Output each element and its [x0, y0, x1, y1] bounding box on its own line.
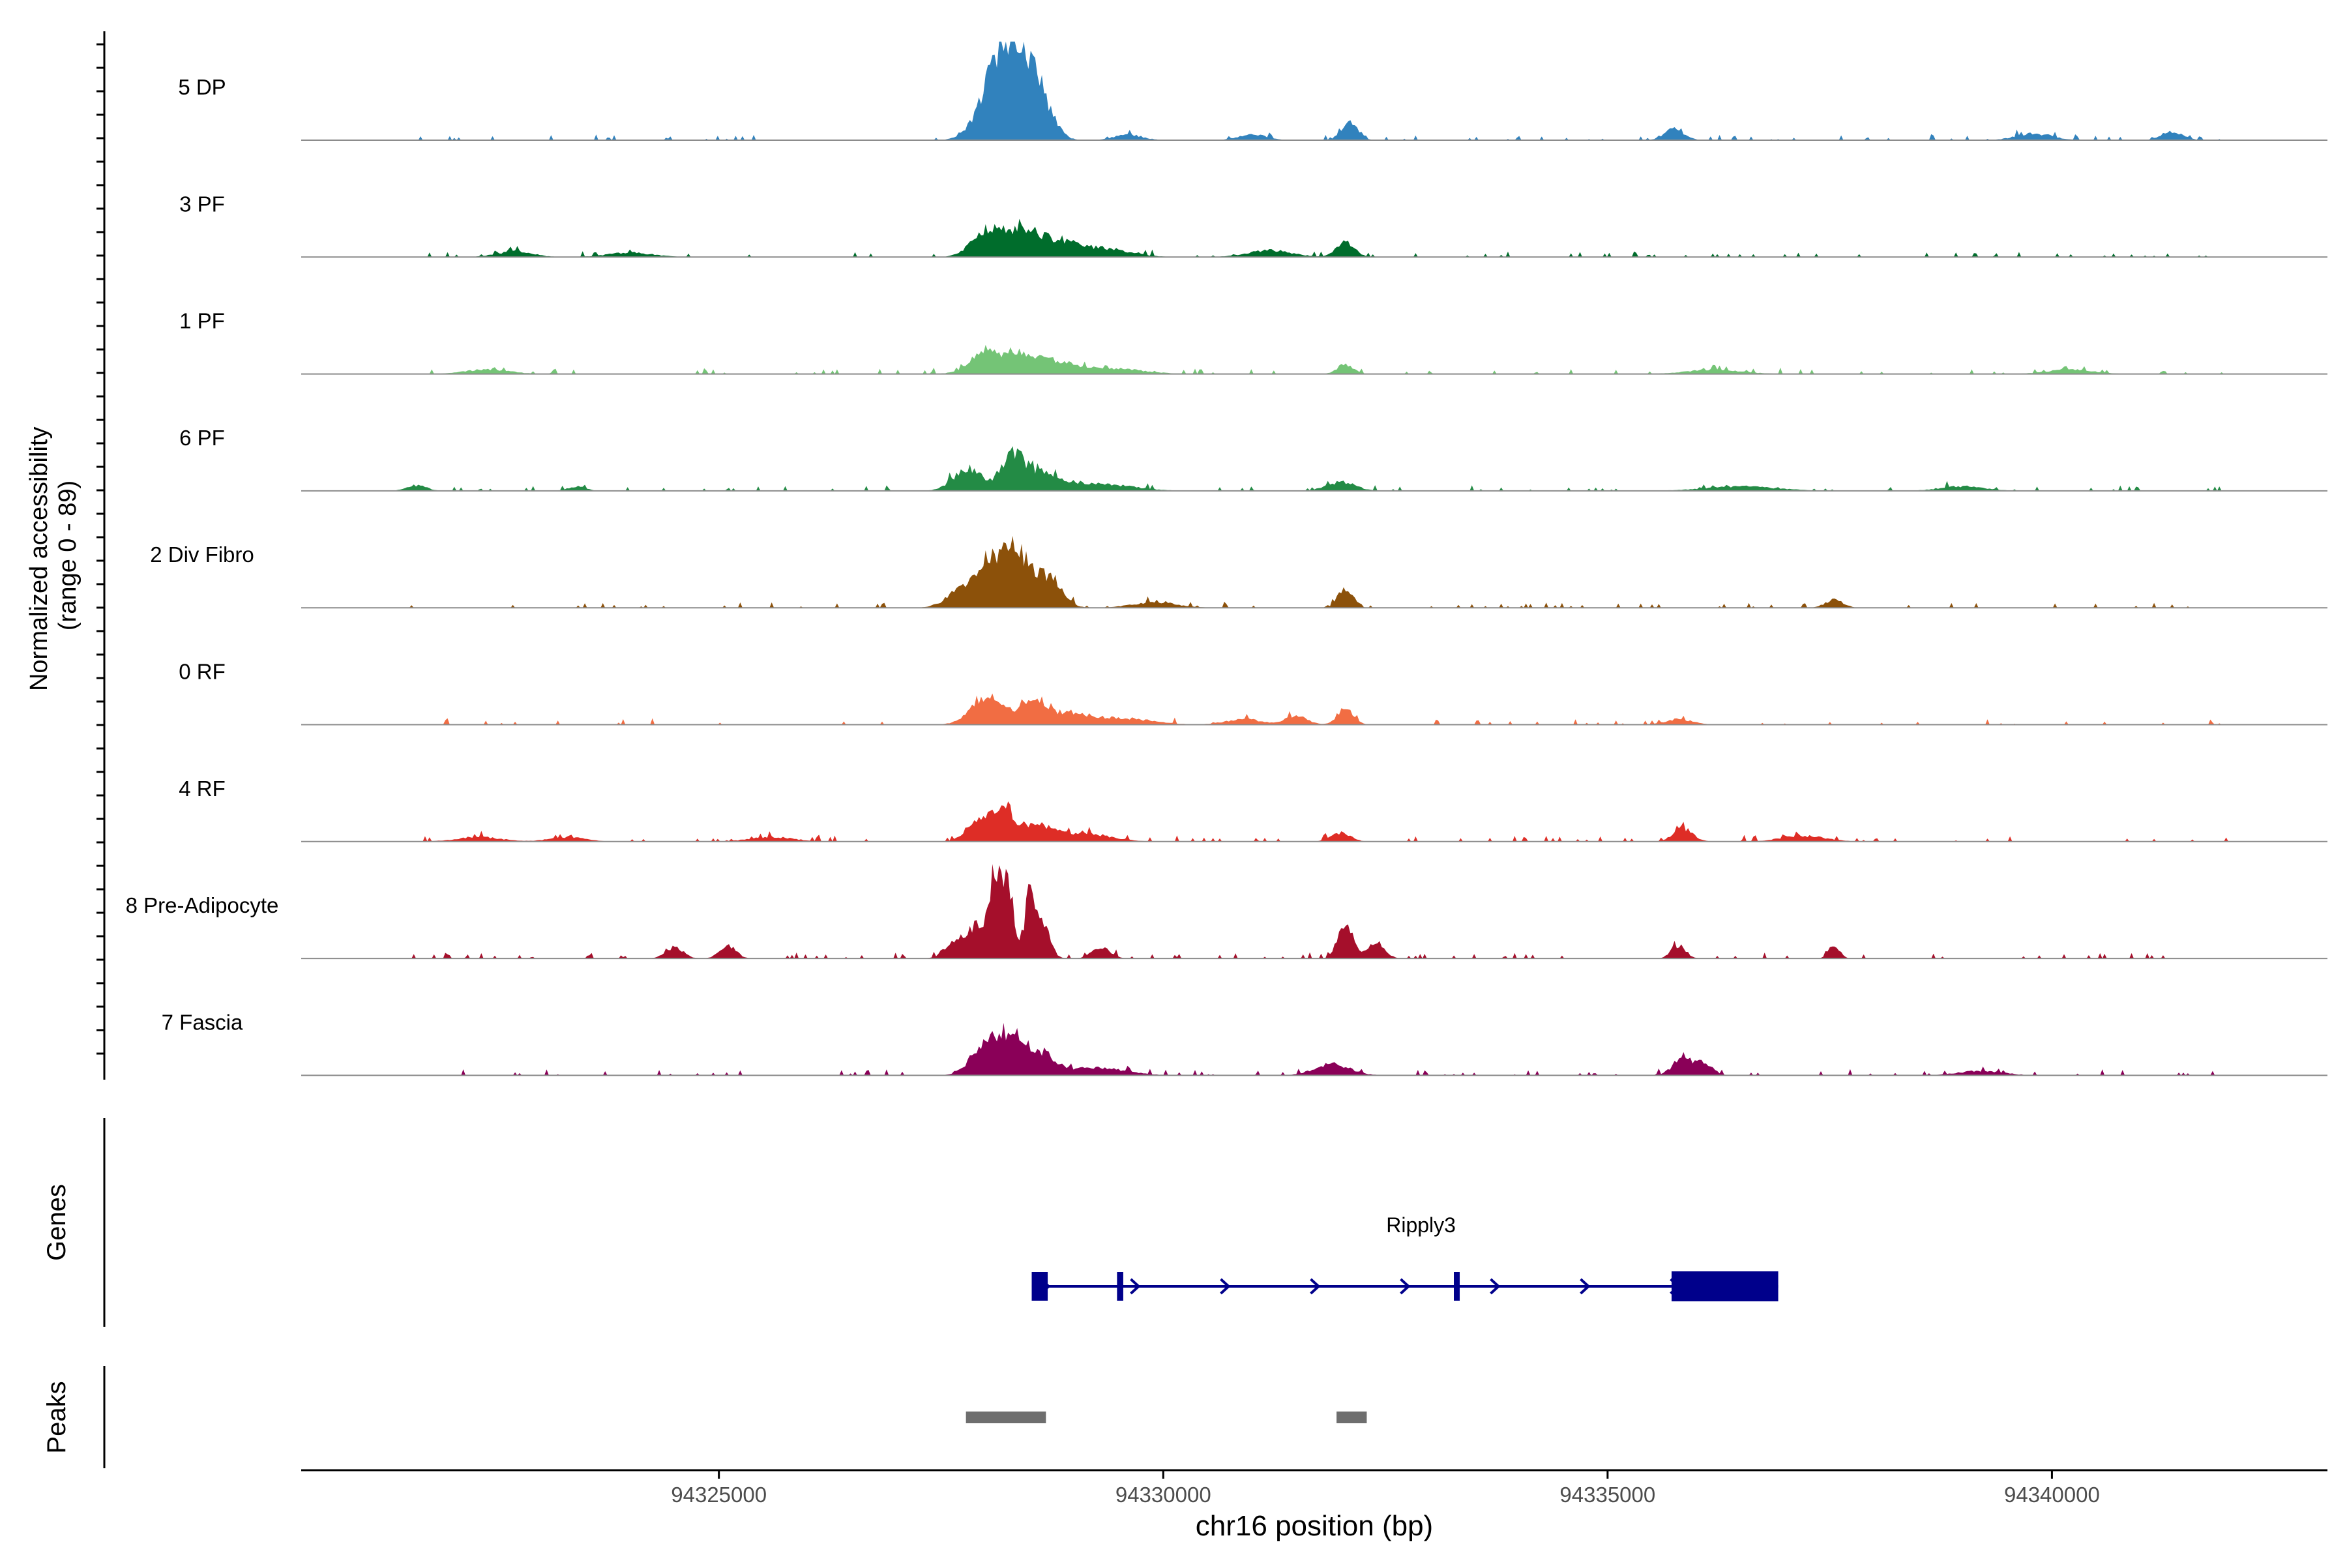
gene-name: Ripply3 — [1386, 1213, 1456, 1237]
x-tick-label: 94335000 — [1559, 1483, 1655, 1507]
coverage-area — [301, 1022, 2327, 1076]
gene-ripply3: Ripply3 — [1031, 1213, 1779, 1301]
track-2-div-fibro — [301, 536, 2327, 609]
track-5-dp — [301, 41, 2327, 141]
coverage-area — [301, 693, 2327, 725]
strand-arrow — [1580, 1278, 1591, 1295]
gene-exon — [1031, 1272, 1048, 1301]
coverage-area — [301, 864, 2327, 959]
gene-exon — [1454, 1272, 1460, 1301]
coverage-area — [301, 218, 2327, 258]
track-1-pf — [301, 345, 2327, 375]
coverage-tracks — [301, 41, 2327, 1076]
coverage-ylabel-line2: (range 0 - 89) — [54, 481, 81, 630]
coverage-area — [301, 801, 2327, 842]
peaks-label: Peaks — [42, 1381, 71, 1453]
gene-track: Ripply3 — [1031, 1213, 1779, 1301]
x-tick-label: 94340000 — [2004, 1483, 2100, 1507]
strand-arrow — [1490, 1278, 1501, 1295]
x-axis-ticks: 94325000 94330000 94335000 94340000 — [671, 1470, 2100, 1507]
x-axis-label: chr16 position (bp) — [1196, 1510, 1433, 1542]
track-3-pf — [301, 218, 2327, 258]
peak-region — [1336, 1412, 1367, 1423]
gene-exon — [1671, 1271, 1779, 1301]
track-label: 7 Fascia — [162, 1010, 243, 1034]
strand-arrow — [1130, 1278, 1141, 1295]
strand-arrow — [1400, 1278, 1411, 1295]
track-label: 0 RF — [179, 660, 226, 684]
strand-arrow — [1220, 1278, 1231, 1295]
track-label: 2 Div Fibro — [150, 542, 254, 567]
track-7-fascia — [301, 1022, 2327, 1076]
track-8-pre-adipocyte — [301, 864, 2327, 960]
coverage-area — [301, 41, 2327, 141]
gene-exon — [1117, 1272, 1123, 1301]
genes-label: Genes — [42, 1184, 71, 1261]
x-tick-label: 94325000 — [671, 1483, 767, 1507]
track-4-rf — [301, 801, 2327, 842]
coverage-area — [301, 446, 2327, 491]
track-label: 6 PF — [179, 426, 225, 450]
track-label: 5 DP — [178, 75, 226, 99]
coverage-y-ticks — [96, 43, 104, 1055]
coverage-area — [301, 536, 2327, 608]
strand-arrow — [1310, 1278, 1321, 1295]
track-labels: 5 DP 3 PF 1 PF 6 PF 2 Div Fibro 0 RF 4 RF 8 Pre… — [126, 75, 279, 1034]
coverage-ylabel: Normalized accessibility (range 0 - 89) — [25, 420, 81, 691]
track-label: 8 Pre-Adipocyte — [126, 893, 279, 917]
track-0-rf — [301, 693, 2327, 726]
coverage-ylabel-line1: Normalized accessibility — [25, 427, 53, 691]
track-label: 3 PF — [179, 192, 225, 216]
coverage-area — [301, 345, 2327, 374]
peak-track — [966, 1412, 1367, 1423]
track-label: 4 RF — [179, 777, 226, 801]
track-label: 1 PF — [179, 309, 225, 333]
track-6-pf — [301, 446, 2327, 492]
peak-region — [966, 1412, 1046, 1423]
x-tick-label: 94330000 — [1115, 1483, 1211, 1507]
